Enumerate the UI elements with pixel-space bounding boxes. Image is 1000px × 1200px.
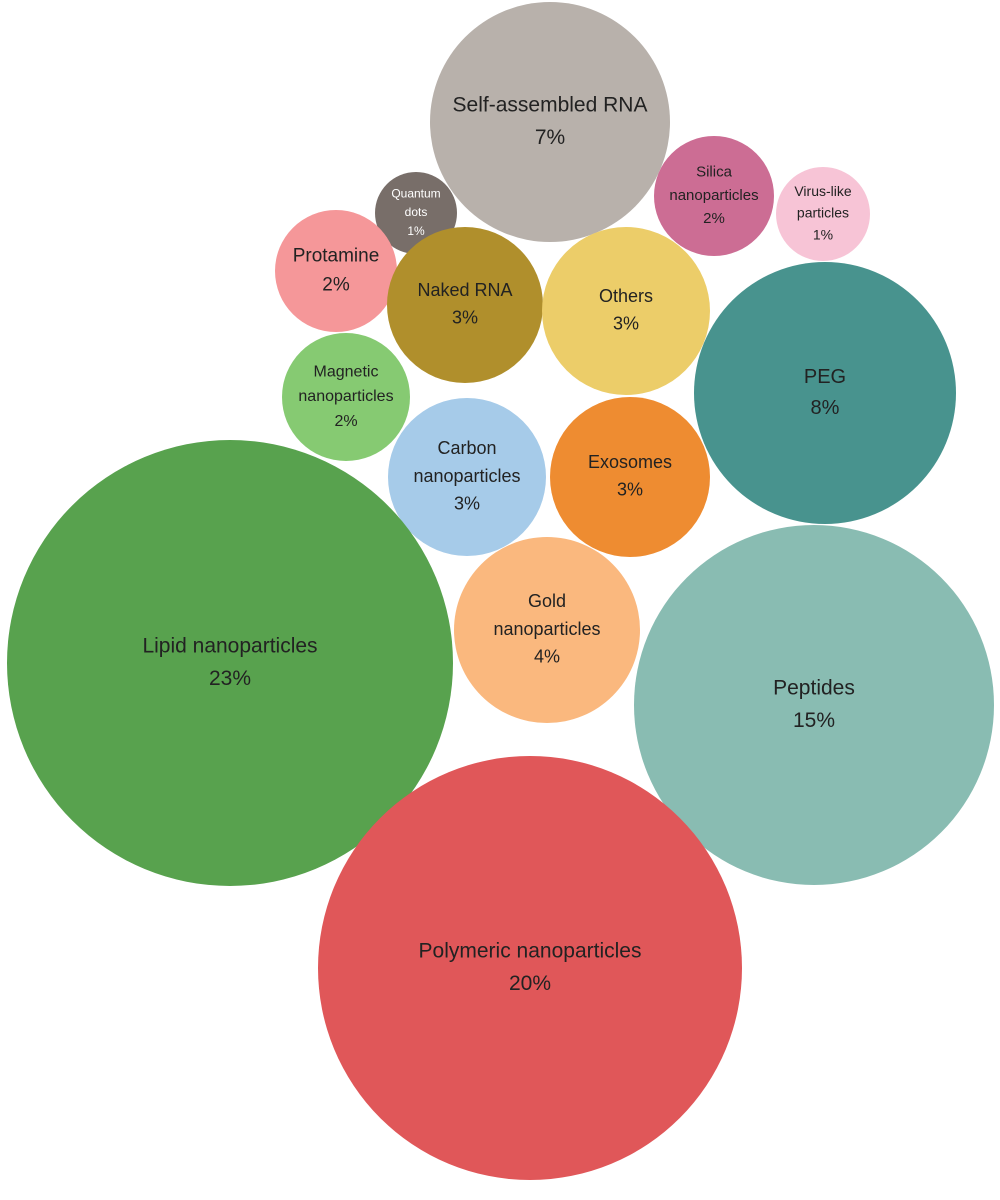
bubble-circle-peptides bbox=[634, 525, 994, 885]
bubble-value-self-assembled-rna: 7% bbox=[535, 126, 565, 149]
bubble-label-quantum-dots-line-1: Quantum bbox=[391, 187, 440, 201]
bubble-label-self-assembled-rna: Self-assembled RNA bbox=[453, 93, 648, 116]
bubble-value-gold-nanoparticles: 4% bbox=[534, 647, 560, 667]
bubble-protamine: Protamine 2% bbox=[275, 210, 397, 332]
bubble-lipid-nanoparticles: Lipid nanoparticles 23% bbox=[7, 440, 453, 886]
bubble-label-exosomes: Exosomes bbox=[588, 452, 672, 472]
bubble-circle-peg bbox=[694, 262, 956, 524]
bubble-value-virus-like-particles: 1% bbox=[813, 226, 833, 242]
bubble-label-polymeric-nanoparticles: Polymeric nanoparticles bbox=[419, 939, 642, 962]
bubble-label-silica-nanoparticles-line-1: Silica bbox=[696, 164, 733, 181]
bubble-value-carbon-nanoparticles: 3% bbox=[454, 494, 480, 514]
bubble-label-peptides: Peptides bbox=[773, 676, 855, 699]
bubble-circle-carbon-nanoparticles bbox=[388, 398, 546, 556]
bubble-label-virus-like-particles-line-1: Virus-like bbox=[794, 183, 852, 199]
bubble-naked-rna: Naked RNA 3% bbox=[387, 227, 543, 383]
bubble-value-magnetic-nanoparticles: 2% bbox=[334, 413, 357, 430]
bubble-polymeric-nanoparticles: Polymeric nanoparticles 20% bbox=[318, 756, 742, 1180]
bubble-label-magnetic-nanoparticles-line-2: nanoparticles bbox=[298, 388, 393, 405]
bubble-label-silica-nanoparticles-line-2: nanoparticles bbox=[669, 187, 758, 204]
bubble-carbon-nanoparticles: Carbon nanoparticles 3% bbox=[388, 398, 546, 556]
bubble-circle-lipid-nanoparticles bbox=[7, 440, 453, 886]
bubble-value-silica-nanoparticles: 2% bbox=[703, 210, 725, 227]
bubble-label-carbon-nanoparticles-line-1: Carbon bbox=[437, 438, 496, 458]
bubble-circle-protamine bbox=[275, 210, 397, 332]
bubble-value-naked-rna: 3% bbox=[452, 308, 478, 328]
bubble-gold-nanoparticles: Gold nanoparticles 4% bbox=[454, 537, 640, 723]
bubble-label-carbon-nanoparticles-line-2: nanoparticles bbox=[413, 466, 520, 486]
bubble-label-lipid-nanoparticles: Lipid nanoparticles bbox=[142, 634, 317, 657]
bubble-peptides: Peptides 15% bbox=[634, 525, 994, 885]
bubble-value-protamine: 2% bbox=[322, 275, 350, 296]
bubble-circle-silica-nanoparticles bbox=[654, 136, 774, 256]
bubble-exosomes: Exosomes 3% bbox=[550, 397, 710, 557]
bubble-label-protamine: Protamine bbox=[293, 245, 380, 266]
bubble-label-peg: PEG bbox=[804, 366, 846, 388]
bubble-label-gold-nanoparticles-line-1: Gold bbox=[528, 591, 566, 611]
bubble-value-peptides: 15% bbox=[793, 709, 835, 732]
bubble-silica-nanoparticles: Silica nanoparticles 2% bbox=[654, 136, 774, 256]
bubble-circle-polymeric-nanoparticles bbox=[318, 756, 742, 1180]
bubble-others: Others 3% bbox=[542, 227, 710, 395]
bubble-magnetic-nanoparticles: Magnetic nanoparticles 2% bbox=[282, 333, 410, 461]
bubble-value-lipid-nanoparticles: 23% bbox=[209, 667, 251, 690]
bubble-label-naked-rna: Naked RNA bbox=[417, 280, 512, 300]
bubble-label-magnetic-nanoparticles-line-1: Magnetic bbox=[314, 363, 379, 380]
bubble-peg: PEG 8% bbox=[694, 262, 956, 524]
bubble-label-virus-like-particles-line-2: particles bbox=[797, 205, 849, 221]
bubble-circle-gold-nanoparticles bbox=[454, 537, 640, 723]
bubble-circle-self-assembled-rna bbox=[430, 2, 670, 242]
bubble-circle-virus-like-particles bbox=[776, 167, 870, 261]
bubble-circle-naked-rna bbox=[387, 227, 543, 383]
bubble-label-quantum-dots-line-2: dots bbox=[405, 205, 428, 219]
bubble-value-exosomes: 3% bbox=[617, 480, 643, 500]
bubble-label-others: Others bbox=[599, 286, 653, 306]
bubble-self-assembled-rna: Self-assembled RNA 7% bbox=[430, 2, 670, 242]
bubble-circle-exosomes bbox=[550, 397, 710, 557]
bubble-value-polymeric-nanoparticles: 20% bbox=[509, 972, 551, 995]
bubble-value-peg: 8% bbox=[811, 397, 840, 419]
bubble-value-others: 3% bbox=[613, 314, 639, 334]
bubble-circle-others bbox=[542, 227, 710, 395]
bubble-circle-magnetic-nanoparticles bbox=[282, 333, 410, 461]
bubble-virus-like-particles: Virus-like particles 1% bbox=[776, 167, 870, 261]
bubble-value-quantum-dots: 1% bbox=[407, 224, 425, 238]
bubble-label-gold-nanoparticles-line-2: nanoparticles bbox=[493, 619, 600, 639]
